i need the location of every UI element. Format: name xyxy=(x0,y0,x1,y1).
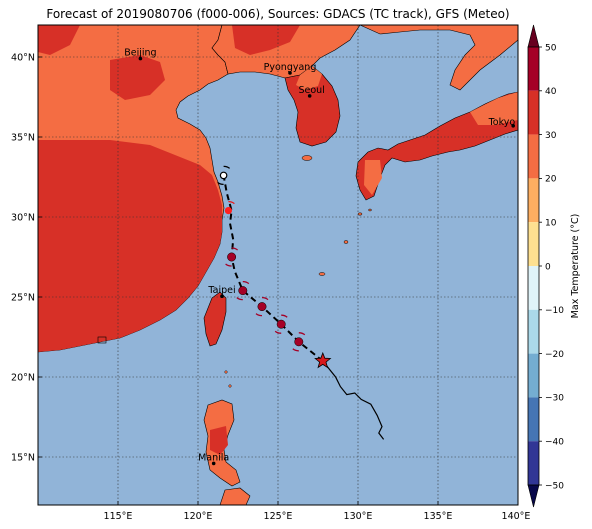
figure-title: Forecast of 2019080706 (f000-006), Sourc… xyxy=(46,7,510,21)
city-dot xyxy=(307,94,312,98)
japan-warm-patch xyxy=(470,92,518,125)
storm-symbol-icon xyxy=(225,247,239,267)
lon-label: 120°E xyxy=(184,511,213,522)
city-label-manila: Manila xyxy=(198,452,229,463)
lat-label: 20°N xyxy=(11,373,35,384)
city-label-taipei: Taipei xyxy=(207,285,235,296)
city-dot xyxy=(138,56,143,61)
past-track-line xyxy=(322,360,385,440)
colorbar-segment xyxy=(528,397,539,442)
storm-symbol-icon xyxy=(224,200,235,215)
axis-labels: 115°E 120°E 125°E 130°E 135°E 140°E 40°N 35°N 30… xyxy=(11,53,530,523)
landmass-north-coast xyxy=(359,25,518,91)
colorbar-segment xyxy=(528,178,539,223)
colorbar-tick-label: 20 xyxy=(545,175,557,185)
hot-zone-inner xyxy=(38,25,80,55)
colorbar-tick-label: 0 xyxy=(545,262,551,272)
ryukyu-islands xyxy=(318,208,372,276)
storm-symbol-icon xyxy=(236,280,250,301)
hot-zone-china xyxy=(38,140,222,352)
storm-symbol-icon xyxy=(274,314,288,334)
city-label-beijing: Beijing xyxy=(124,48,156,59)
colorbar-segment xyxy=(528,353,539,398)
hot-zone-manchuria xyxy=(232,25,300,55)
gridlines xyxy=(38,25,518,505)
city-dot xyxy=(211,461,216,466)
city-dot xyxy=(288,71,292,75)
colorbar-tick-label: 40 xyxy=(545,87,557,97)
city-label-pyongyang: Pyongyang xyxy=(264,62,317,73)
storm-symbol-icon xyxy=(217,165,231,186)
tc-track xyxy=(217,165,385,440)
storm-symbol-icon xyxy=(292,332,306,352)
city-dot xyxy=(220,294,224,299)
colorbar-label: Max Temperature (°C) xyxy=(570,214,581,319)
colorbar-tick-label: −20 xyxy=(545,350,564,360)
city-label-tokyo: Tokyo xyxy=(488,117,516,128)
lat-label: 30°N xyxy=(11,213,35,224)
jeju-island xyxy=(301,155,313,161)
hot-zone-north-china xyxy=(110,55,165,100)
island-square xyxy=(97,336,107,344)
colorbar-tick-label: −30 xyxy=(545,394,564,404)
map-panel: Beijing Pyongyang Seoul Tokyo Taipei Manila xyxy=(38,25,518,505)
colorbar-segment xyxy=(528,47,539,91)
kyushu-warm xyxy=(364,160,382,195)
colorbar-segment xyxy=(528,266,539,310)
storm-symbol-icon xyxy=(255,296,269,317)
colorbar-tick-label: 50 xyxy=(545,43,557,53)
colorbar-extend-max xyxy=(527,24,540,48)
colorbar-segment xyxy=(528,134,539,179)
colorbar-segment xyxy=(528,90,539,135)
current-position-star-icon xyxy=(314,351,332,369)
landmass-visayas xyxy=(219,487,251,505)
lat-label: 25°N xyxy=(11,293,35,304)
colorbar-tick-label: 10 xyxy=(545,219,557,229)
lon-label: 135°E xyxy=(424,511,453,522)
city-label-seoul: Seoul xyxy=(299,85,325,96)
colorbar-extend-min xyxy=(527,484,540,508)
city-markers: Beijing Pyongyang Seoul Tokyo Taipei Manila xyxy=(124,48,515,466)
colorbar-tick-label: −10 xyxy=(545,306,564,316)
colorbar-segment xyxy=(528,309,539,354)
korea-north-warm xyxy=(296,66,322,90)
colorbar-tick-label: −40 xyxy=(545,438,564,448)
lat-label: 15°N xyxy=(11,453,35,464)
lon-label: 115°E xyxy=(104,511,133,522)
colorbar-segment xyxy=(528,222,539,266)
lon-label: 130°E xyxy=(344,511,373,522)
lat-label: 35°N xyxy=(11,133,35,144)
strait-islands xyxy=(224,370,232,388)
colorbar-tick-label: −50 xyxy=(545,481,564,491)
colorbar-segment xyxy=(528,441,539,485)
lat-label: 40°N xyxy=(11,53,35,64)
lon-label: 125°E xyxy=(264,511,293,522)
colorbar: 50 40 30 20 10 0 −10 −20 −30 −40 −50 Max Temperatur… xyxy=(527,24,581,508)
colorbar-tick-label: 30 xyxy=(545,131,557,141)
luzon-hot xyxy=(210,426,228,455)
city-dot xyxy=(511,124,515,128)
lon-label: 140°E xyxy=(502,511,531,522)
